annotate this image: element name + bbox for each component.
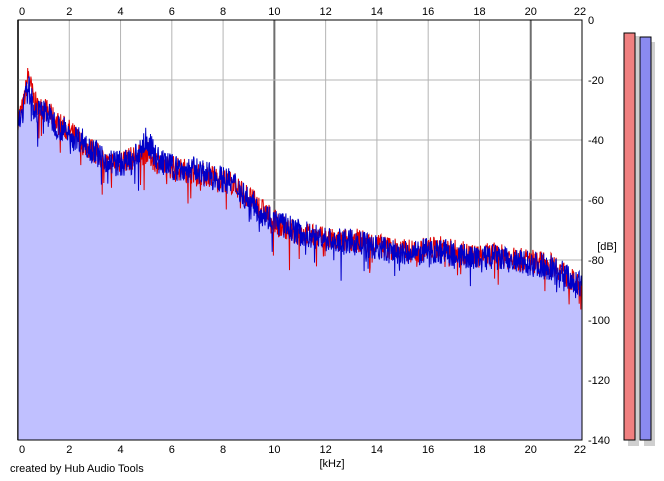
x-tick-label-top: 10 <box>268 6 280 18</box>
y-tick-label: -100 <box>588 315 610 327</box>
series-layer <box>17 67 583 440</box>
y-tick-label: -60 <box>588 195 604 207</box>
x-tick-label-top: 20 <box>525 6 537 18</box>
y-tick-label: -80 <box>588 255 604 267</box>
x-tick-label-bottom: 4 <box>117 444 123 456</box>
y-tick-label: 0 <box>588 15 594 27</box>
x-tick-label-top: 16 <box>422 6 434 18</box>
x-tick-label-bottom: 16 <box>422 444 434 456</box>
x-tick-label-top: 22 <box>574 6 586 18</box>
meter-left <box>623 32 636 441</box>
x-tick-label-top: 0 <box>19 6 25 18</box>
x-tick-label-top: 4 <box>117 6 123 18</box>
y-tick-label: -40 <box>588 135 604 147</box>
x-tick-label-top: 8 <box>220 6 226 18</box>
x-axis-label: [kHz] <box>319 458 344 470</box>
x-tick-label-bottom: 14 <box>371 444 383 456</box>
x-tick-label-bottom: 2 <box>66 444 72 456</box>
x-ticks-bottom: 0 2 4 6 8 10 12 14 16 18 20 22 <box>19 444 586 456</box>
series-line-right <box>17 76 583 299</box>
x-tick-label-top: 14 <box>371 6 383 18</box>
y-tick-label: -20 <box>588 75 604 87</box>
x-tick-label-bottom: 12 <box>320 444 332 456</box>
x-tick-label-top: 18 <box>473 6 485 18</box>
x-tick-label-bottom: 18 <box>473 444 485 456</box>
x-tick-label-top: 6 <box>169 6 175 18</box>
x-tick-label-bottom: 20 <box>525 444 537 456</box>
meter-right <box>639 36 652 441</box>
y-ticks: 0 -20 -40 -60 -80 -100 -120 -140 <box>588 15 610 447</box>
credit-text: created by Hub Audio Tools <box>10 463 144 475</box>
level-meters <box>623 32 655 446</box>
y-axis-label: [dB] <box>597 241 617 253</box>
plot-frame <box>17 19 583 441</box>
y-tick-label: -120 <box>588 375 610 387</box>
x-tick-label-bottom: 22 <box>574 444 586 456</box>
x-tick-label-bottom: 0 <box>19 444 25 456</box>
x-tick-label-bottom: 8 <box>220 444 226 456</box>
spectrum-area <box>18 76 582 440</box>
x-tick-label-top: 12 <box>320 6 332 18</box>
x-tick-label-top: 2 <box>66 6 72 18</box>
x-ticks-top: 0 2 4 6 8 10 12 14 16 18 20 22 <box>19 6 586 18</box>
y-tick-label: -140 <box>588 435 610 447</box>
x-tick-label-bottom: 10 <box>268 444 280 456</box>
x-tick-label-bottom: 6 <box>169 444 175 456</box>
